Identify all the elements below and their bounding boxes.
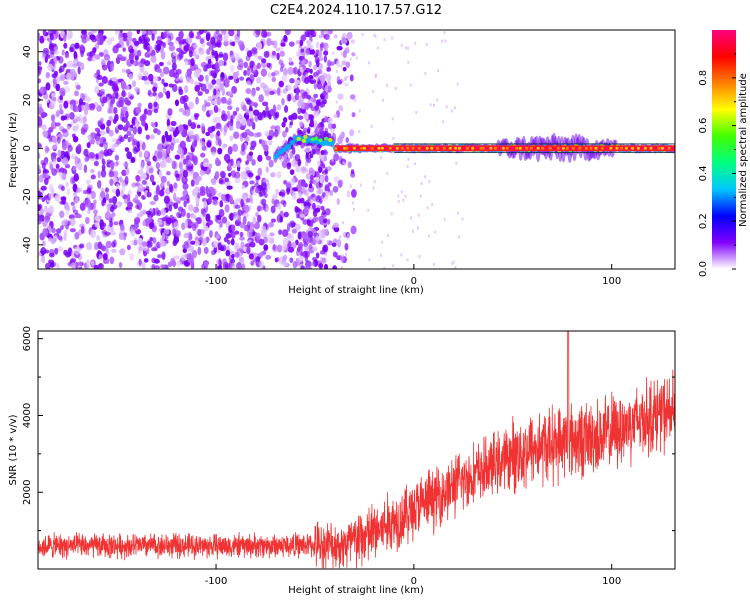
spectrogram-y-tick-label: 20 [22,94,33,107]
snr-x-tick-label: 100 [602,576,621,587]
colorbar-tick-label: 0.6 [698,118,709,134]
colorbar: 0.0 0.2 0.4 0.6 0.8 Normalized spectral ampl… [698,30,749,277]
snr-frame [37,330,676,570]
spectrogram-y-ticks: -40 -20 0 20 40 [22,45,43,253]
snr-y-tick-label: 4000 [22,403,33,428]
snr-panel: -100 0 100 2000 4000 6000 Height of straight… [8,326,676,596]
spectrogram-panel: -100 0 100 -40 -20 0 20 40 Height of straight … [8,29,676,296]
spectrogram-x-ticks: -100 0 100 [205,264,621,287]
spectrogram-x-tick-label: 0 [411,276,417,287]
spectrogram-frame [37,29,676,270]
colorbar-tick-label: 0.4 [698,165,709,181]
snr-y-ticks: 2000 4000 6000 [22,326,675,532]
colorbar-tick-label: 0.8 [698,70,709,86]
spectrogram-x-tick-label: 100 [602,276,621,287]
spectrogram-y-axis-label: Frequency (Hz) [8,112,19,188]
figure-title: C2E4.2024.110.17.57.G12 [270,3,442,18]
snr-x-ticks: -100 0 100 [205,564,621,587]
snr-y-tick-label: 6000 [22,326,33,351]
snr-x-tick-label: -100 [205,576,228,587]
snr-y-axis-label: SNR (10 * v/v) [8,414,19,485]
colorbar-ticks: 0.0 0.2 0.4 0.6 0.8 [698,53,736,277]
snr-x-tick-label: 0 [411,576,417,587]
snr-y-tick-label: 2000 [22,479,33,504]
spectrogram-signal [273,130,675,163]
spectrogram-x-tick-label: -100 [205,276,228,287]
spectrogram-y-tick-label: -40 [22,237,33,253]
spectrogram-y-tick-label: -20 [22,188,33,204]
spectrogram-y-tick-label: 40 [22,45,33,58]
snr-x-axis-label: Height of straight line (km) [288,585,424,596]
colorbar-label: Normalized spectral amplitude [738,73,749,227]
spectrogram-y-tick-label: 0 [22,145,33,151]
spectrogram-marks [38,30,675,269]
snr-series-line [38,331,675,569]
colorbar-tick-label: 0.0 [698,261,709,277]
snr-marks [38,331,675,569]
spectrogram-x-axis-label: Height of straight line (km) [288,285,424,296]
colorbar-tick-label: 0.2 [698,213,709,229]
colorbar-gradient [712,30,736,269]
